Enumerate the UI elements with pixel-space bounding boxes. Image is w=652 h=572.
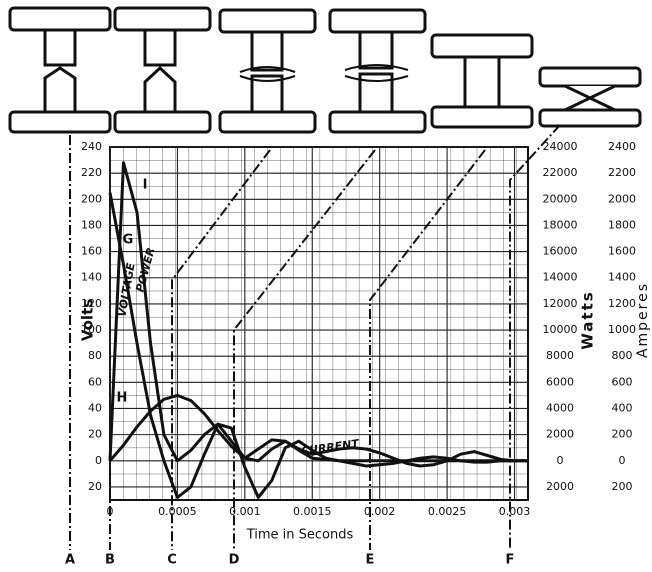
y2-tick-label: 6000 (546, 375, 574, 388)
y-tick-label: 180 (81, 218, 102, 231)
y2-tick-label: 20000 (543, 192, 578, 205)
y-tick-label: 60 (88, 375, 102, 388)
series-line (108, 393, 528, 468)
y3-tick-label: 2200 (608, 166, 636, 179)
annotation: B (105, 553, 115, 568)
annotation: I (143, 178, 148, 193)
y-tick-label: 220 (81, 166, 102, 179)
y2-tick-label: 10000 (543, 323, 578, 336)
y2-tick-label: 4000 (546, 401, 574, 414)
y-axis-label: Volts (79, 299, 97, 341)
y3-tick-label: 1400 (608, 271, 636, 284)
y3-tick-label: 1600 (608, 245, 636, 258)
y3-tick-label: 800 (612, 349, 633, 362)
y2-tick-label: 14000 (543, 271, 578, 284)
y3-tick-label: 400 (612, 401, 633, 414)
y3-axis-label: Amperes (635, 282, 651, 358)
y3-tick-label: 200 (612, 428, 633, 441)
x-tick-label: 0.0025 (428, 505, 467, 518)
y2-tick-label: 2000 (546, 428, 574, 441)
y3-tick-label: 600 (612, 375, 633, 388)
y2-tick-label: 16000 (543, 245, 578, 258)
x-tick-label: 0.0015 (293, 505, 332, 518)
y-tick-label: 40 (88, 401, 102, 414)
y2-tick-label: 12000 (543, 297, 578, 310)
y-tick-label: 20 (88, 428, 102, 441)
y2-tick-label: 0 (557, 454, 564, 467)
y2-tick-label: 24000 (543, 140, 578, 153)
x-tick-label: 0.002 (364, 505, 396, 518)
annotation: E (366, 553, 375, 568)
y-tick-label: 80 (88, 349, 102, 362)
annotation: C (167, 553, 177, 568)
y3-tick-label: 2400 (608, 140, 636, 153)
y2-tick-label: 8000 (546, 349, 574, 362)
y-tick-label: 140 (81, 271, 102, 284)
annotation: F (506, 553, 515, 568)
annotation: A (65, 553, 75, 568)
x-axis-label: Time in Seconds (246, 528, 354, 543)
y-tick-label: 20 (88, 480, 102, 493)
y2-axis-label: Watts (579, 290, 597, 349)
y-tick-label: 120 (81, 297, 102, 310)
y-tick-label: 240 (81, 140, 102, 153)
insulator-drawings (8, 6, 642, 134)
y3-tick-label: 1800 (608, 218, 636, 231)
annotation: G (123, 233, 134, 248)
y3-tick-label: 200 (612, 480, 633, 493)
y2-tick-label: 2000 (546, 480, 574, 493)
x-tick-label: 0.001 (229, 505, 261, 518)
series-line (108, 161, 528, 463)
guide-line (171, 149, 271, 550)
y2-tick-label: 18000 (543, 218, 578, 231)
y3-tick-label: 0 (619, 454, 626, 467)
y-tick-label: 100 (81, 323, 102, 336)
annotation: H (117, 391, 128, 406)
y2-tick-label: 22000 (543, 166, 578, 179)
x-tick-label: 0.003 (499, 505, 531, 518)
guide-line (509, 124, 561, 550)
guide-line (233, 149, 376, 550)
y-tick-label: 0 (95, 454, 102, 467)
y3-tick-label: 1200 (608, 297, 636, 310)
annotation: D (229, 553, 240, 568)
x-tick-label: 0.0005 (158, 505, 197, 518)
y3-tick-label: 1000 (608, 323, 636, 336)
y3-tick-label: 2000 (608, 192, 636, 205)
y-tick-label: 200 (81, 192, 102, 205)
y-tick-label: 160 (81, 245, 102, 258)
